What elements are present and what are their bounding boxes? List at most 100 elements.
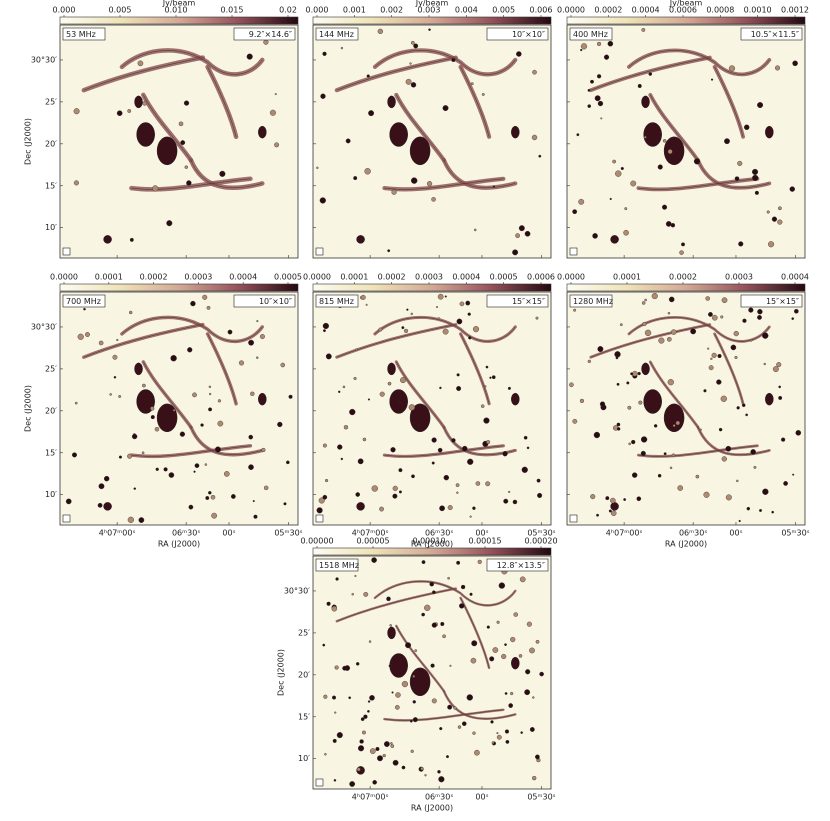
contour [143,94,192,161]
point-source [375,746,380,752]
point-source [438,776,445,783]
contour [396,361,445,428]
point-source [367,700,371,703]
point-source [391,691,394,694]
colorbar-tick-label: 0.0010 [744,6,772,15]
point-source [141,451,145,455]
point-source [609,197,612,201]
point-source [596,513,599,517]
ra-tick-label: 00ˢ [475,529,488,538]
point-source [738,519,741,523]
beam-box [233,294,296,308]
colorbar-label: Jy/beam [669,0,703,8]
point-source [369,695,375,701]
point-source [486,625,490,629]
point-source [578,198,585,205]
contour [697,427,770,456]
point-source [437,293,444,300]
point-source [183,100,190,106]
point-source [771,510,774,514]
point-source [248,464,254,470]
point-source [431,622,437,628]
dec-tick-label: 10′ [298,754,310,763]
point-source [670,329,677,335]
point-source [192,392,197,398]
point-source [587,88,591,92]
point-source [607,40,614,47]
point-source [190,300,196,307]
point-source [73,180,79,186]
point-source [178,121,184,127]
point-source [326,601,331,606]
point-source [460,584,466,590]
point-source [672,424,676,428]
point-source [472,506,476,510]
point-source [154,427,160,432]
ra-axis-label: RA (J2000) [411,540,453,549]
source-blob [387,626,396,640]
contour [384,709,504,721]
point-source [720,395,727,402]
beam-marker [569,514,578,523]
contour [650,94,699,161]
colorbar-tick-label: 0.010 [165,6,188,15]
colorbar-tick-label: 0.0008 [706,6,734,15]
point-source [637,83,642,88]
source-blob [641,95,650,109]
point-source [431,437,437,443]
point-source [496,620,500,624]
point-source [133,487,137,490]
point-source [614,351,621,358]
point-source [587,359,591,363]
point-source [256,356,259,359]
point-source [227,329,233,335]
point-source [524,689,531,696]
dec-tick-label: 30°30′ [31,322,57,331]
colorbar-tick-label: 0.0000 [557,6,585,15]
point-source [690,328,697,335]
point-source [593,431,601,439]
point-source [467,458,474,465]
point-source [348,696,352,700]
point-source [98,340,104,346]
point-source [248,339,254,346]
point-source [361,730,366,735]
source-blob [387,95,396,109]
point-source [364,168,371,175]
point-source [519,576,526,583]
point-source [469,592,473,596]
beam-marker [315,247,324,256]
point-source [394,705,400,710]
frequency-label: 815 MHz [319,297,354,306]
beam-box [740,27,803,41]
point-source [163,467,168,472]
point-source [718,427,723,432]
frequency-box [569,294,613,308]
panel: 0.000 0.001 0.002 0.003 0.004 0.005 0.006 Jy/be… [306,0,552,259]
point-source [627,405,632,410]
point-source [252,500,255,503]
ra-tick-label: 06ᵐ30ˢ [172,529,200,538]
point-source [580,48,583,52]
source-blob [663,136,685,166]
point-source [451,57,456,63]
point-source [77,333,84,340]
point-source [512,249,519,256]
point-source [359,739,364,744]
frequency-box [569,27,613,41]
point-source [443,474,450,481]
point-source [319,197,326,204]
point-source [707,347,710,350]
point-source [345,138,351,144]
point-source [129,237,134,242]
point-source [466,694,473,701]
colorbar-tick-label: 0.002 [380,6,403,15]
colorbar-tick-label: 0.004 [455,6,478,15]
source-blob [356,235,365,244]
colorbar-tick-label: 0.000 [306,6,329,15]
point-source [116,110,123,116]
point-source [720,315,724,319]
point-source [763,362,766,366]
point-source [539,671,544,677]
point-source [439,386,442,390]
